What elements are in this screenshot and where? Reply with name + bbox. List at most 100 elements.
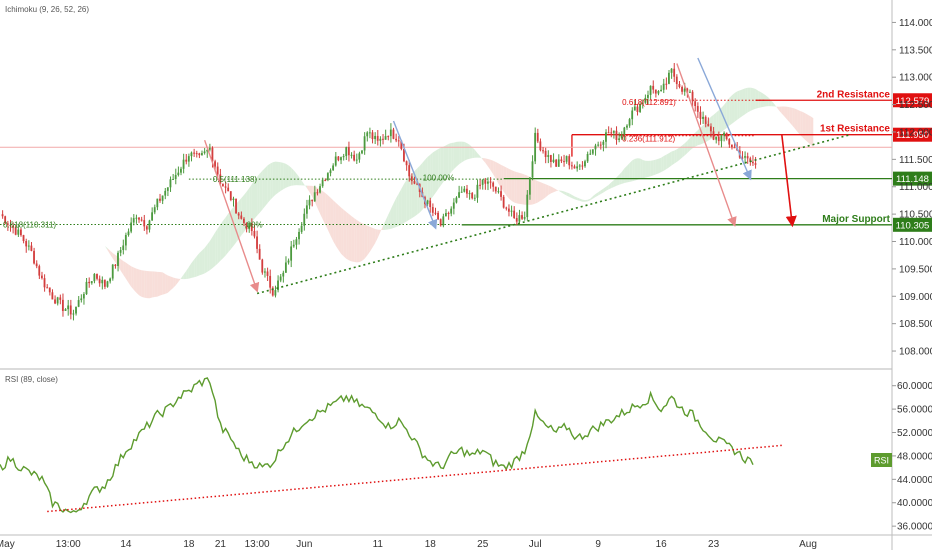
cloud-segment — [640, 158, 643, 179]
cloud-segment — [325, 192, 328, 231]
cloud-segment — [692, 132, 696, 149]
indicator-label-ichimoku[interactable]: Ichimoku (9, 26, 52, 26) — [5, 5, 89, 14]
candle-body — [311, 199, 314, 202]
candle-body — [526, 194, 529, 218]
cloud-segment — [270, 162, 273, 201]
candle-body — [117, 252, 119, 266]
candle-body — [715, 136, 718, 140]
support-trendline[interactable] — [256, 133, 851, 295]
cloud-segment — [661, 155, 664, 173]
cloud-segment — [658, 157, 662, 174]
candle-body — [361, 150, 363, 154]
cloud-segment — [186, 266, 189, 280]
candle-body — [316, 192, 319, 194]
candle-body — [46, 287, 49, 289]
cloud-segment — [317, 187, 321, 214]
cloud-segment — [259, 170, 263, 213]
candle-body — [552, 159, 555, 162]
cloud-segment — [480, 156, 483, 160]
cloud-segment — [288, 165, 292, 187]
candle-body — [416, 183, 418, 185]
cloud-segment — [335, 202, 339, 250]
cloud-segment — [592, 193, 596, 199]
candle-body — [363, 136, 366, 151]
candle-body — [665, 83, 668, 85]
cloud-segment — [377, 229, 381, 238]
cloud-segment — [490, 159, 494, 175]
fib-label: .00% — [244, 221, 262, 230]
price-tag-box — [893, 217, 932, 232]
red-arrow[interactable] — [781, 134, 797, 228]
cloud-segment — [808, 114, 811, 145]
candle-body — [214, 161, 216, 167]
cloud-segment — [104, 245, 108, 251]
cloud-segment — [474, 149, 478, 158]
cloud-segment — [446, 143, 449, 179]
red-arrow[interactable] — [203, 139, 260, 293]
cloud-segment — [461, 141, 465, 163]
price-tick-label: 112.500 — [899, 100, 932, 111]
candles[interactable] — [1, 63, 757, 321]
cloud-segment — [459, 141, 462, 165]
price-tick-label: 114.000 — [899, 18, 932, 29]
candle-body — [400, 140, 403, 149]
cloud-segment — [257, 173, 260, 216]
price-tick-label: 113.000 — [899, 73, 932, 84]
indicator-label-rsi[interactable]: RSI (89, close) — [5, 375, 58, 384]
candle-body — [751, 161, 754, 164]
cloud-segment — [543, 183, 546, 200]
candle-body — [452, 202, 455, 209]
cloud-segment — [139, 269, 142, 297]
candle-body — [730, 144, 733, 148]
price-tick-label: 110.500 — [899, 210, 932, 221]
candle-body — [122, 245, 125, 251]
blue-arrow[interactable] — [697, 57, 752, 181]
candle-body — [709, 126, 712, 132]
cloud-segment — [146, 270, 150, 299]
cloud-segment — [571, 194, 575, 200]
candle-body — [426, 200, 429, 205]
cloud-segment — [390, 203, 394, 229]
cloud-segment — [516, 172, 520, 204]
candle-body — [90, 281, 93, 284]
cloud-segment — [792, 107, 795, 129]
cloud-segment — [729, 95, 732, 126]
cloud-segment — [291, 167, 294, 186]
candle-body — [586, 154, 589, 162]
cloud-segment — [737, 90, 740, 120]
candle-body — [494, 186, 497, 192]
candle-body — [156, 198, 159, 208]
cloud-segment — [508, 168, 512, 201]
candle-body — [82, 294, 85, 299]
cloud-segment — [322, 191, 326, 225]
candle-body — [148, 220, 151, 230]
candle-body — [563, 161, 565, 163]
candle-body — [235, 198, 237, 214]
time-tick-label: 11 — [373, 539, 384, 550]
cloud-segment — [726, 97, 730, 128]
cloud-segment — [721, 104, 725, 132]
cloud-segment — [556, 189, 559, 192]
candle-body — [77, 300, 80, 307]
candle-body — [733, 147, 736, 149]
cloud-segment — [506, 167, 509, 199]
red-arrow[interactable] — [676, 63, 737, 227]
candle-body — [366, 132, 369, 137]
cloud-segment — [175, 278, 179, 286]
candle-body — [628, 119, 631, 126]
cloud-segment — [306, 185, 310, 193]
candle-body — [284, 262, 287, 273]
candle-body — [484, 179, 487, 184]
cloud-segment — [482, 157, 486, 163]
drawings[interactable]: 0.618(112.891) 0.236(111.912) 0.5(111.138)… — [3, 57, 851, 295]
cloud-segment — [577, 197, 580, 201]
cloud-segment — [598, 190, 601, 196]
fib-label: 0.236(111.912) — [622, 135, 675, 144]
cloud-segment — [351, 216, 355, 262]
cloud-segment — [188, 262, 192, 279]
blue-arrow[interactable] — [392, 120, 438, 230]
rsi-trendline[interactable] — [47, 444, 782, 513]
cloud-segment — [304, 184, 307, 189]
cloud-segment — [716, 110, 719, 136]
cloud-segment — [152, 271, 155, 298]
